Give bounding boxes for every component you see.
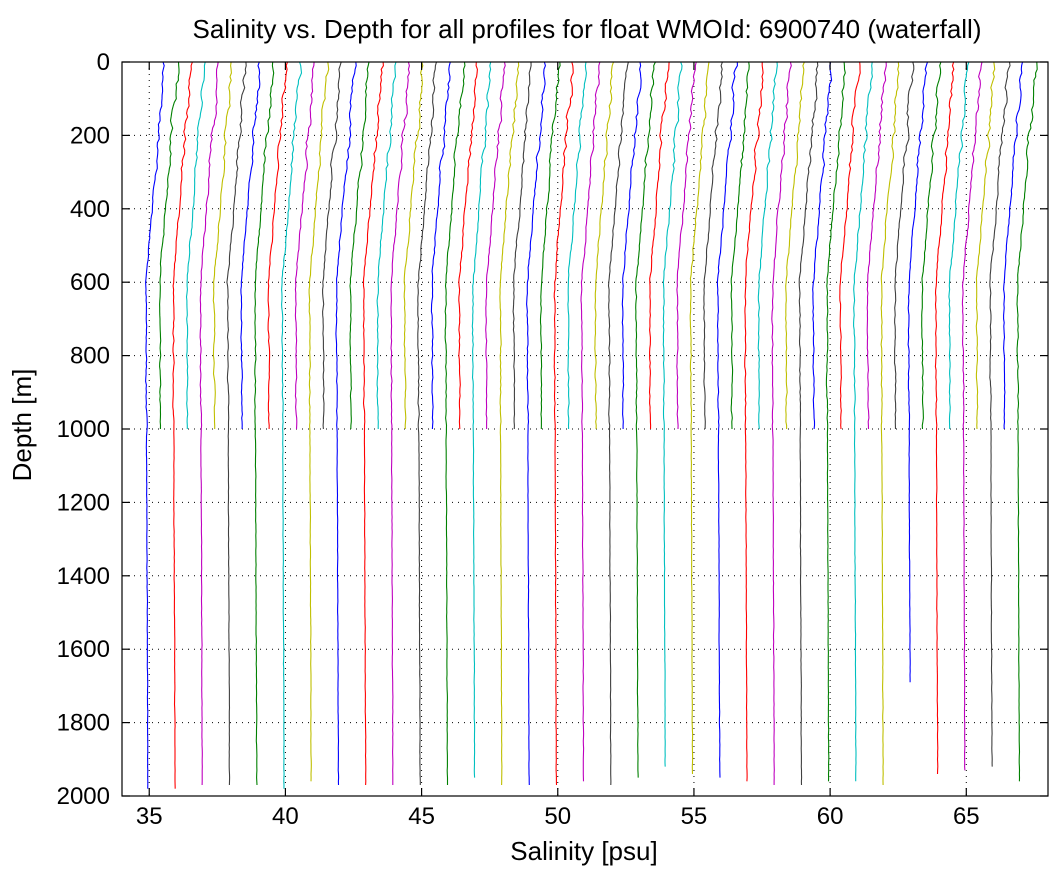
profile-line <box>458 61 478 430</box>
y-tick-label: 1400 <box>57 563 110 590</box>
profile-line <box>199 61 219 786</box>
y-tick-label: 1200 <box>57 489 110 516</box>
profile-line <box>212 61 232 429</box>
y-tick-label: 400 <box>70 196 110 223</box>
profile-line <box>648 61 670 430</box>
profile-line <box>159 61 180 430</box>
profile-line <box>893 61 915 430</box>
x-tick-label: 40 <box>272 803 299 830</box>
profile-line <box>757 61 778 430</box>
profile-line <box>785 61 805 429</box>
profile-line <box>853 61 873 782</box>
profile-line <box>185 61 206 429</box>
x-tick-label: 45 <box>408 803 435 830</box>
profile-line <box>539 61 561 430</box>
y-tick-label: 2000 <box>57 783 110 810</box>
profile-line <box>689 61 710 775</box>
profile-line <box>254 61 275 786</box>
profile-line <box>294 61 315 430</box>
y-tick-label: 800 <box>70 343 110 370</box>
profile-line <box>975 61 996 430</box>
profile-line <box>403 61 424 430</box>
profile-line <box>921 61 942 430</box>
y-tick-label: 1800 <box>57 710 110 737</box>
profile-line <box>240 61 261 430</box>
profile-line <box>471 61 492 778</box>
profile-line <box>362 61 384 786</box>
profile-line <box>635 61 656 778</box>
profile-line <box>839 61 861 430</box>
profile-line <box>798 61 819 786</box>
profile-line <box>485 61 506 429</box>
x-tick-label: 60 <box>817 803 844 830</box>
profile-line <box>866 61 887 430</box>
profile-line <box>662 61 683 767</box>
profile-line <box>594 61 615 430</box>
profile-line <box>390 61 410 785</box>
profile-line <box>771 61 792 785</box>
profile-line <box>812 61 833 430</box>
x-axis-label: Salinity [psu] <box>510 836 657 866</box>
profile-line <box>553 61 574 786</box>
profile-line <box>1016 61 1038 782</box>
x-tick-label: 35 <box>136 803 163 830</box>
y-tick-label: 1000 <box>57 416 110 443</box>
y-tick-label: 1600 <box>57 636 110 663</box>
profile-line <box>526 61 546 786</box>
profile-line <box>880 61 900 786</box>
profile-line <box>703 61 723 430</box>
y-tick-label: 0 <box>97 49 110 76</box>
profile-line <box>567 61 587 430</box>
profile-line <box>744 62 764 782</box>
profile-line <box>430 61 451 430</box>
profile-line <box>989 61 1011 767</box>
profile-line <box>607 61 629 786</box>
profile-line <box>281 61 303 789</box>
profile-line <box>145 61 165 789</box>
profile-lines <box>145 61 1038 789</box>
x-tick-label: 65 <box>953 803 980 830</box>
chart-title: Salinity vs. Depth for all profiles for … <box>193 14 982 44</box>
profile-line <box>172 61 193 789</box>
y-tick-label: 200 <box>70 122 110 149</box>
profile-line <box>1003 61 1024 430</box>
profile-line <box>730 61 750 430</box>
profile-line <box>417 61 438 785</box>
profile-line <box>676 61 697 430</box>
profile-line <box>335 61 357 786</box>
profile-line <box>349 61 370 430</box>
profile-line <box>376 61 397 429</box>
profile-line <box>499 61 520 786</box>
profile-line <box>825 61 846 782</box>
profile-line <box>512 61 532 430</box>
y-axis-label: Depth [m] <box>7 369 37 482</box>
profile-line <box>716 61 738 778</box>
profile-line <box>444 61 466 785</box>
profile-line <box>961 61 983 771</box>
x-tick-label: 50 <box>544 803 571 830</box>
profile-line <box>226 61 247 786</box>
y-tick-label: 600 <box>70 269 110 296</box>
y-axis: 0 200 400 600 800 1000 1200 1400 1600 1800 2000 <box>57 49 1048 810</box>
x-axis: 35 40 45 50 55 60 65 <box>136 62 980 830</box>
profile-line <box>907 61 929 683</box>
profile-line <box>621 61 642 429</box>
profile-line <box>934 61 955 775</box>
profile-line <box>308 61 330 782</box>
x-tick-label: 55 <box>681 803 708 830</box>
profile-line <box>948 61 970 430</box>
profile-line <box>267 61 289 430</box>
profile-line <box>322 61 342 430</box>
profile-line <box>580 61 601 782</box>
